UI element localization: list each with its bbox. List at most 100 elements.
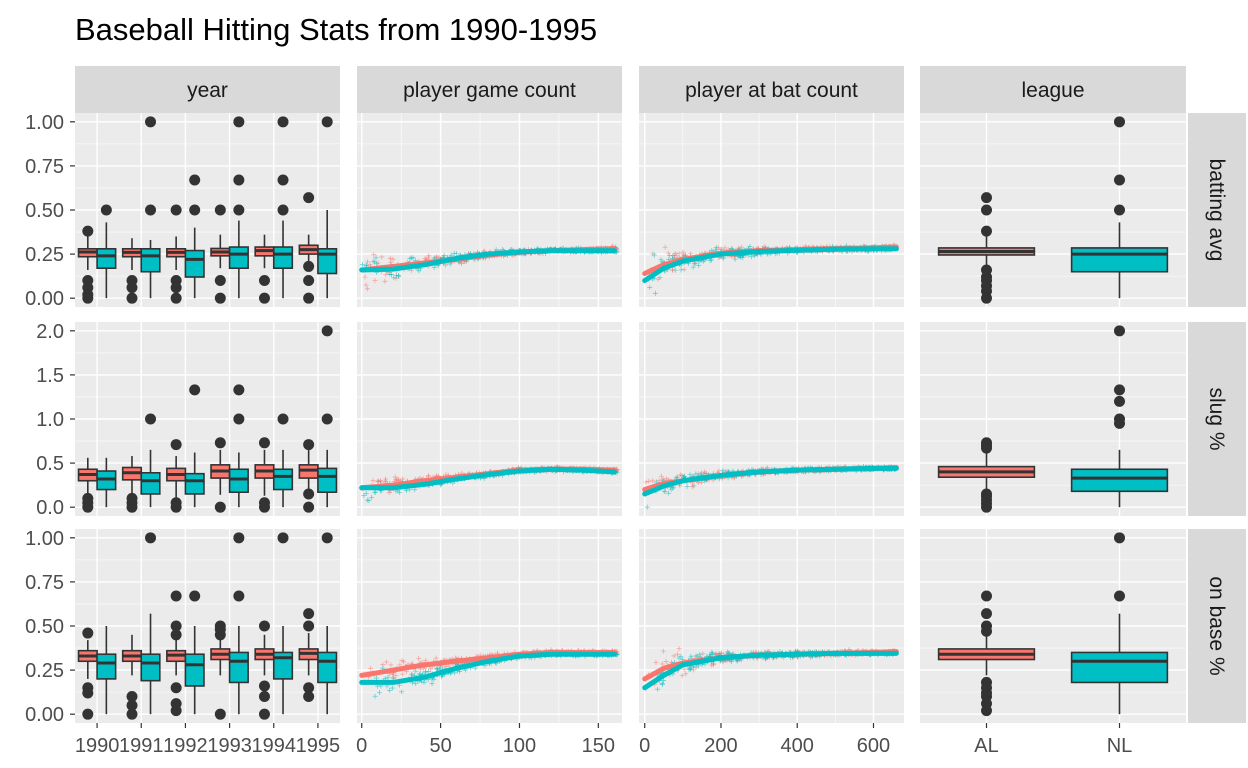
strip-label-col-2: player at bat count [685,79,858,102]
scatter-point [660,648,666,654]
y-tick-label: 1.00 [25,112,64,134]
scatter-point [413,668,419,674]
outlier-point [214,437,226,449]
box-AL-1994 [254,620,275,720]
scatter-point [373,255,379,261]
outlier-point [303,488,315,500]
y-tick-label: 0.00 [25,704,64,726]
x-tick-label: 200 [704,735,737,757]
scatter-point [720,467,726,473]
box-NL-1990 [96,626,117,715]
scatter-point [421,679,427,685]
box-AL-1991 [121,634,143,720]
scatter-point [725,649,731,655]
box-NL-1991 [140,532,161,715]
box-AL-1993 [210,620,231,720]
scatter-point [652,290,658,296]
box-NL [1070,532,1169,715]
outlier-point [321,325,333,337]
outlier-point [321,532,333,544]
outlier-point [82,627,94,639]
outlier-point [321,413,333,425]
outlier-point [170,705,182,717]
panel-0-1 [357,113,622,307]
outlier-point [1114,395,1125,407]
panel-2-3 [920,529,1186,723]
scatter-point [696,263,702,269]
scatter-point [410,255,416,261]
scatter-point [709,650,715,656]
scatter-point [688,653,694,659]
scatter-point [695,654,701,660]
y-tick-label: 0.75 [25,572,64,594]
scatter-point [372,693,378,699]
strip-label-col-0: year [187,79,228,102]
outlier-point [277,116,289,128]
scatter-point [363,282,369,288]
outlier-point [981,625,992,637]
scatter-point [658,473,664,479]
scatter-point [400,476,406,482]
scatter-point [691,483,697,489]
strip-col-2 [639,66,904,113]
scatter-point [372,278,378,284]
scatter-point [657,275,663,281]
outlier-point [981,608,992,620]
box-body [272,468,294,491]
outlier-point [981,590,992,602]
scatter-point [688,251,694,257]
y-tick-label: 0.50 [25,200,64,222]
box-NL-1990 [96,457,117,508]
panel-1-0 [75,322,340,516]
box-body [228,651,249,684]
scatter-point [738,244,744,250]
scatter-point [399,671,405,677]
scatter-point [383,659,389,665]
scatter-point [387,271,393,277]
scatter-point [425,473,431,479]
scatter-point [722,245,728,251]
box-AL-1993 [210,204,231,304]
scatter-point [448,252,454,258]
scatter-point [670,485,676,491]
box-NL-1992 [184,174,205,299]
scatter-point [681,666,687,672]
y-tick-label: 2.0 [36,321,64,343]
outlier-point [214,708,226,720]
outlier-point [303,439,315,451]
scatter-point [394,272,400,278]
scatter-point [393,275,399,281]
outlier-point [1114,116,1125,128]
outlier-point [1114,325,1125,337]
outlier-point [258,275,270,287]
scatter-point [426,253,432,259]
scatter-point [676,646,682,652]
scatter-point [373,675,379,681]
scatter-point [656,478,662,484]
x-tick-label: 150 [582,735,615,757]
scatter-point [670,253,676,259]
y-tick-label: 0.25 [25,244,64,266]
outlier-point [303,292,315,304]
outlier-point [233,590,245,602]
box-body [184,653,205,687]
panel-0-3 [920,113,1186,307]
outlier-point [100,204,112,216]
scatter-point [370,258,376,264]
scatter-point [684,483,690,489]
scatter-point [655,686,661,692]
outlier-point [303,275,315,287]
scatter-point [423,658,429,664]
outlier-point [981,292,992,304]
outlier-point [126,282,138,294]
scatter-point [747,243,753,249]
scatter-point [371,252,377,258]
scatter-point [364,286,370,292]
scatter-point [434,254,440,260]
scatter-point [363,490,369,496]
scatter-point [428,666,434,672]
strip-label-row-2: on base % [1205,576,1228,675]
panel-1-3 [920,322,1186,516]
scatter-point [390,256,396,262]
outlier-point [303,682,315,694]
